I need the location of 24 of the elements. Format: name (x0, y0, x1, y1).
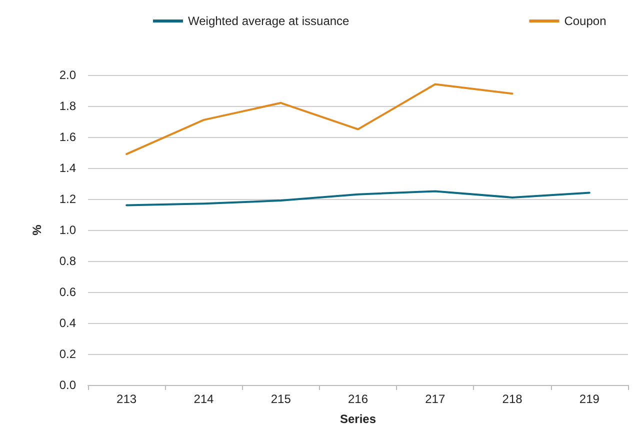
y-tick-label: 1.2 (59, 192, 76, 206)
y-tick-label: 1.8 (59, 99, 76, 113)
line-series (126, 190, 590, 206)
y-tick-label: 0.8 (59, 254, 76, 268)
legend-label: Weighted average at issuance (188, 14, 350, 28)
y-axis-title: % (30, 224, 44, 236)
y-tick-label: 0.0 (59, 378, 76, 392)
x-tick-label: 216 (348, 392, 368, 406)
y-tick-label: 1.0 (59, 223, 76, 237)
x-tick-label: 219 (579, 392, 600, 406)
x-tick-label: 217 (425, 392, 446, 406)
x-tick-label: 215 (270, 392, 292, 406)
y-tick-label: 0.2 (59, 347, 76, 361)
x-tick-label: 214 (194, 392, 214, 406)
y-tick-label: 0.4 (59, 316, 76, 330)
legend-label: Coupon (564, 14, 606, 28)
line-series (126, 83, 514, 156)
x-tick-label: 218 (502, 392, 523, 406)
x-tick-label: 213 (116, 392, 137, 406)
x-axis-title: Series (340, 412, 376, 426)
y-tick-label: 1.4 (59, 161, 76, 175)
y-tick-label: 1.6 (59, 130, 76, 144)
y-tick-label: 2.0 (59, 68, 76, 82)
y-tick-label: 0.6 (59, 285, 76, 299)
